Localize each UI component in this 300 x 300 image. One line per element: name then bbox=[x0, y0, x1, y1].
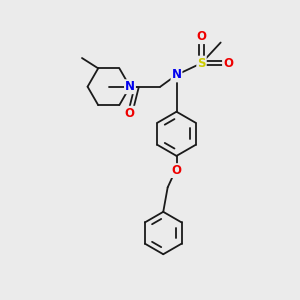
Text: N: N bbox=[172, 68, 182, 81]
Text: N: N bbox=[125, 80, 135, 93]
Text: S: S bbox=[197, 57, 206, 70]
Text: O: O bbox=[196, 30, 206, 43]
Text: O: O bbox=[223, 57, 233, 70]
Text: O: O bbox=[172, 164, 182, 177]
Text: O: O bbox=[124, 107, 134, 120]
